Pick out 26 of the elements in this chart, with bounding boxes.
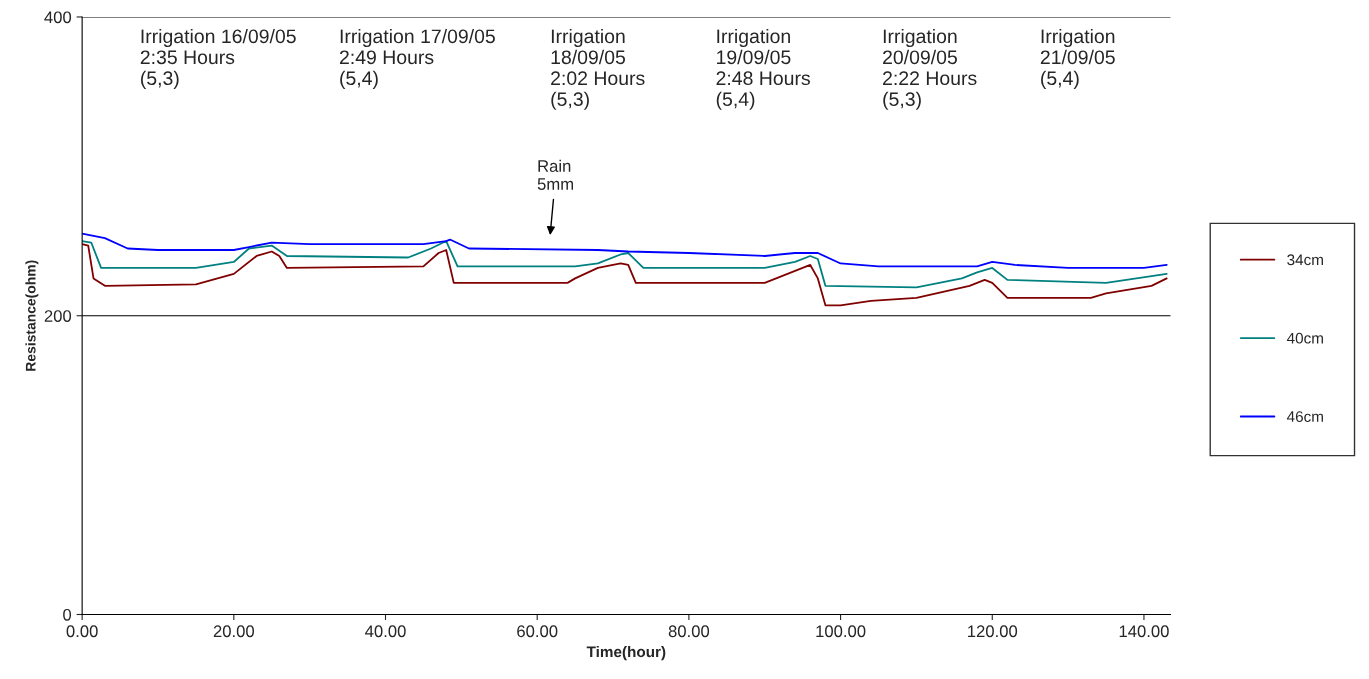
annotation: Rain 5mm [537, 159, 574, 190]
x-tick-label: 60.00 [517, 625, 558, 638]
x-tick-label: 120.00 [968, 625, 1018, 638]
annotation: Irrigation 16/09/05 2:35 Hours (5,3) [140, 28, 296, 89]
annotation: Irrigation 18/09/05 2:02 Hours (5,3) [551, 28, 645, 110]
x-axis-title: Time(hour) [586, 646, 666, 661]
legend-label: 34cm [1287, 254, 1323, 266]
x-tick-label: 80.00 [668, 625, 710, 638]
y-tick-label: 400 [44, 11, 72, 24]
x-tick-label: 100.00 [816, 625, 866, 638]
annotation: Irrigation 20/09/05 2:22 Hours (5,3) [883, 28, 977, 110]
x-tick-label: 20.00 [213, 625, 255, 638]
y-tick-label: 200 [44, 310, 72, 322]
annotation: Irrigation 17/09/05 2:49 Hours (5,4) [339, 28, 495, 89]
y-axis-title: Resistance(ohm) [25, 260, 39, 371]
x-tick-label: 0.00 [66, 625, 98, 638]
line-series [82, 232, 1168, 269]
legend-label: 46cm [1286, 411, 1323, 423]
annotation: Irrigation 19/09/05 2:48 Hours (5,4) [716, 28, 810, 110]
legend-label: 40cm [1286, 332, 1323, 344]
line-series [82, 240, 1168, 289]
annotation: Irrigation 21/09/05 (5,4) [1040, 28, 1115, 89]
x-tick-label: 40.00 [365, 625, 406, 638]
line-series [82, 243, 1168, 307]
x-tick-label: 140.00 [1119, 625, 1169, 638]
y-tick-label: 0 [63, 608, 72, 621]
